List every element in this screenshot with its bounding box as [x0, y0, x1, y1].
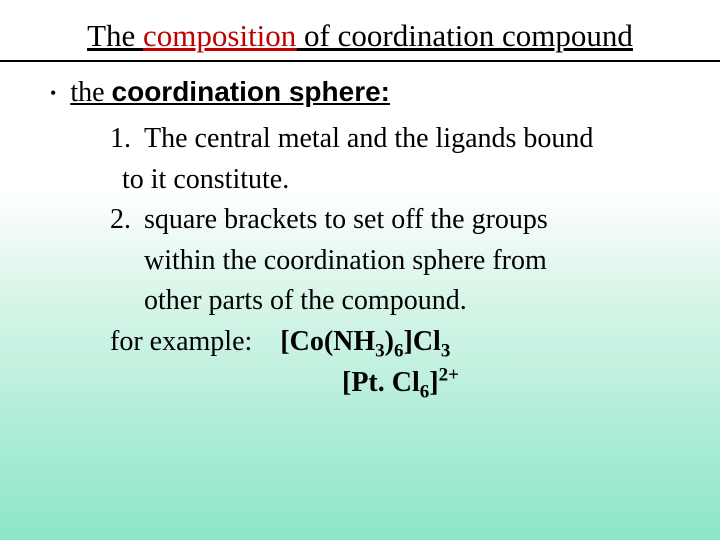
list-line: The central metal and the ligands bound — [144, 119, 680, 160]
title-post: of coordination compound — [296, 18, 633, 53]
bullet-pre: the — [70, 77, 111, 108]
bullet-item: • the coordination sphere: — [50, 76, 680, 109]
example-label: for example: — [110, 326, 252, 357]
list-item: 2. square brackets to set off the groups… — [110, 200, 680, 322]
list-body: square brackets to set off the groups wi… — [144, 200, 680, 322]
example-line: [Pt. Cl6]2+ — [110, 363, 680, 404]
list-number: 2. — [110, 200, 144, 322]
title-pre: The — [87, 18, 143, 53]
list-number: 1. — [110, 119, 144, 160]
list-body: The central metal and the ligands bound — [144, 119, 680, 160]
slide: The composition of coordination compound… — [0, 0, 720, 540]
list-line: other parts of the compound. — [144, 281, 680, 322]
title-accent: composition — [143, 18, 296, 53]
chemical-formula: [Co(NH3)6]Cl3 — [280, 326, 450, 357]
chemical-formula: [Pt. Cl6]2+ — [342, 367, 459, 398]
bullet-text: the coordination sphere: — [70, 76, 390, 109]
bullet-icon: • — [50, 84, 56, 102]
slide-title: The composition of coordination compound — [70, 18, 650, 54]
title-underline-rule — [0, 60, 720, 62]
list-line: within the coordination sphere from — [144, 241, 680, 282]
numbered-list: 1. The central metal and the ligands bou… — [110, 119, 680, 403]
list-line: to it constitute. — [110, 160, 680, 201]
list-item: 1. The central metal and the ligands bou… — [110, 119, 680, 160]
example-line: for example: [Co(NH3)6]Cl3 — [110, 322, 680, 363]
bullet-term: coordination sphere: — [112, 76, 390, 107]
list-line: square brackets to set off the groups — [144, 200, 680, 241]
